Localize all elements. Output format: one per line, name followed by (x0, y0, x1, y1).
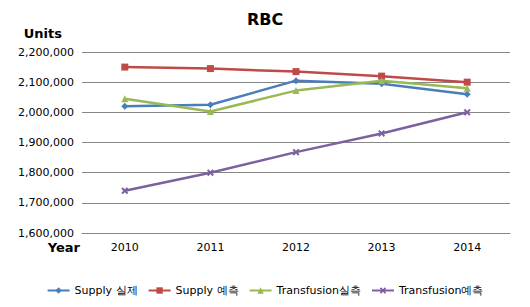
svg-text:Units: Units (24, 26, 62, 41)
svg-text:2010: 2010 (111, 241, 139, 254)
svg-text:Supply 예측: Supply 예측 (176, 284, 239, 297)
svg-text:2,100,000: 2,100,000 (18, 76, 74, 89)
svg-text:1,700,000: 1,700,000 (18, 196, 74, 209)
svg-text:Transfusion실측: Transfusion실측 (276, 284, 361, 297)
svg-text:Supply 실제: Supply 실제 (75, 284, 138, 297)
svg-text:2,200,000: 2,200,000 (18, 46, 74, 59)
svg-text:Transfusion예측: Transfusion예측 (398, 284, 483, 297)
svg-text:1,900,000: 1,900,000 (18, 136, 74, 149)
svg-text:2,000,000: 2,000,000 (18, 106, 74, 119)
svg-text:1,800,000: 1,800,000 (18, 166, 74, 179)
svg-text:2013: 2013 (368, 241, 396, 254)
svg-text:2012: 2012 (282, 241, 310, 254)
svg-text:Year: Year (47, 240, 81, 255)
svg-text:1,600,000: 1,600,000 (18, 227, 74, 240)
svg-text:2014: 2014 (453, 241, 481, 254)
svg-text:RBC: RBC (247, 10, 283, 29)
svg-text:2011: 2011 (196, 241, 224, 254)
